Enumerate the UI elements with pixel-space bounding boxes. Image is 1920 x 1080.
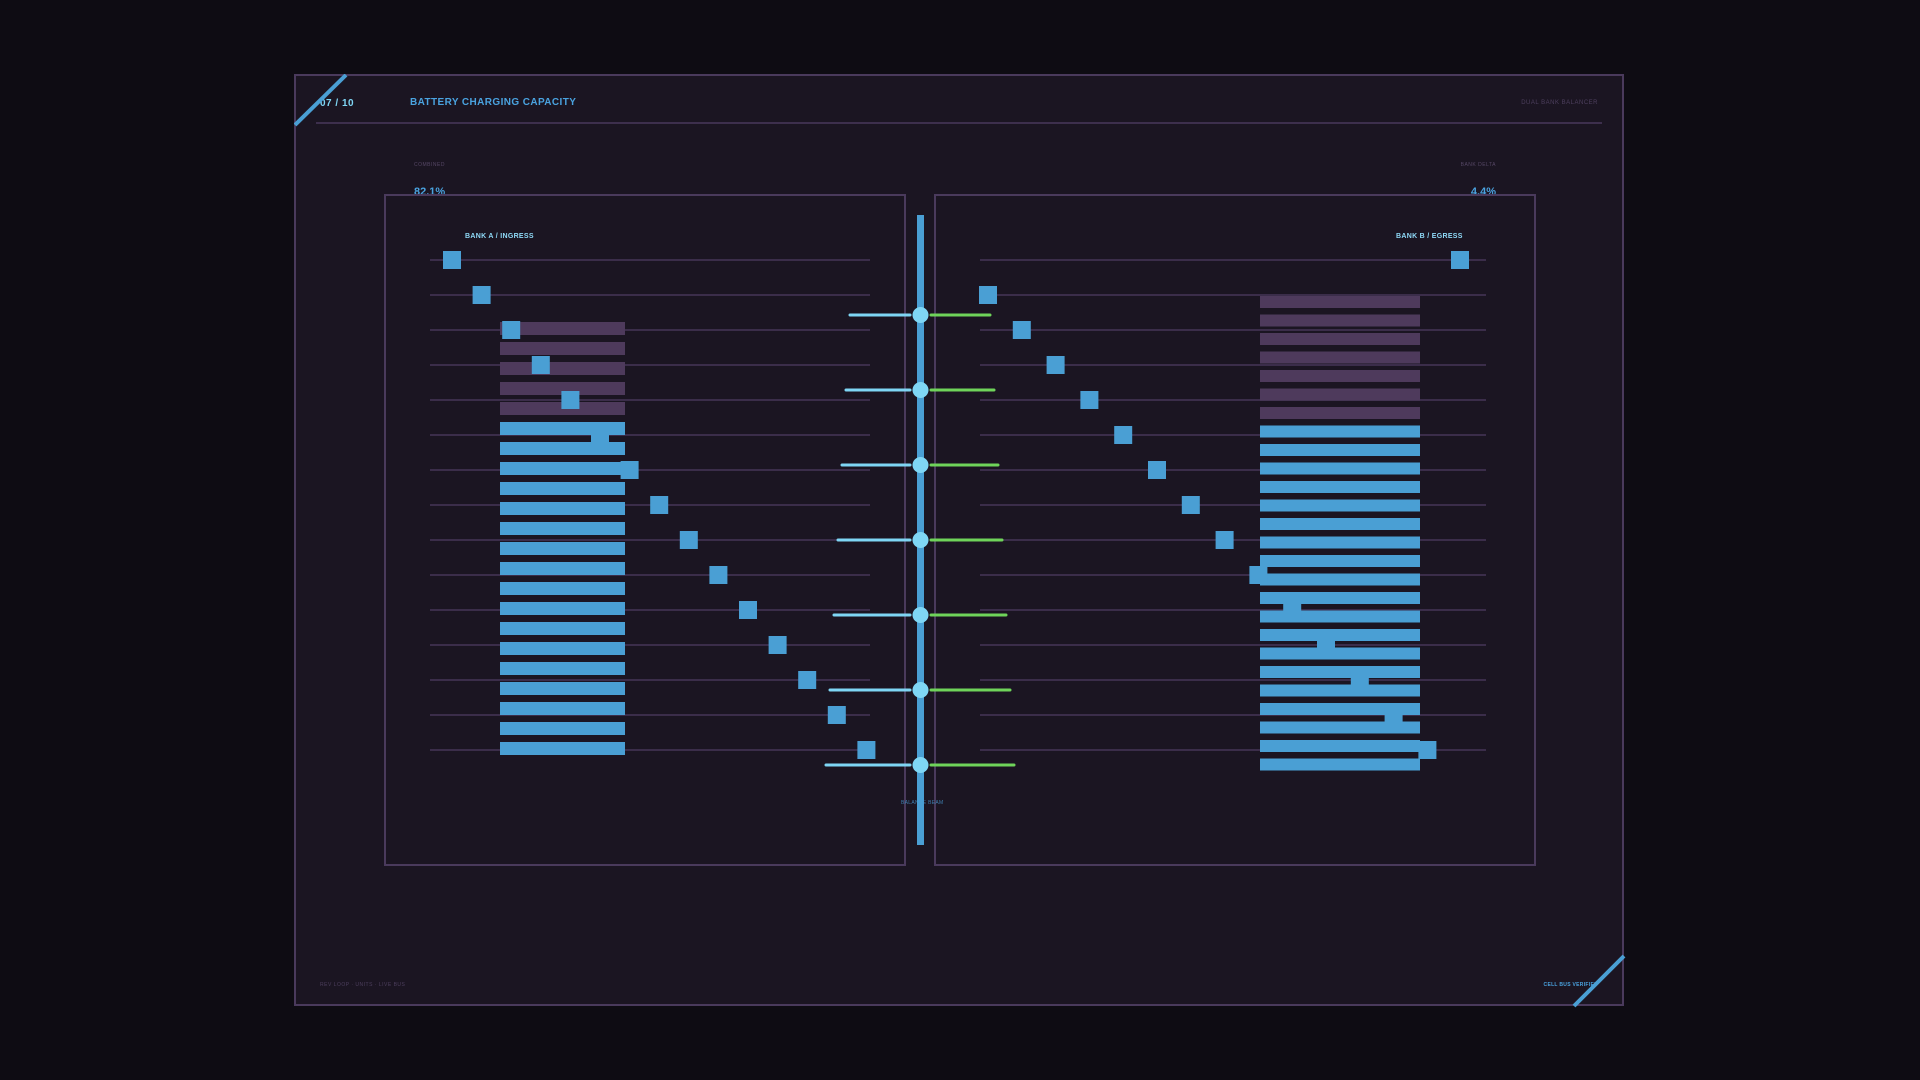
page-subtitle: DUAL BANK BALANCER xyxy=(1521,100,1598,106)
balance-beam-bar xyxy=(917,215,924,845)
bank-a-cell-charged xyxy=(500,562,625,575)
bank-b-cell-charged xyxy=(1260,721,1420,734)
corner-accent-top-left xyxy=(294,74,348,127)
bank-a-cell-charged xyxy=(500,702,625,715)
bank-a-cell-charged xyxy=(500,542,625,555)
bank-b-marker xyxy=(1283,601,1302,619)
bank-a-marker xyxy=(561,391,580,409)
bank-b-marker xyxy=(1114,426,1133,444)
bank-a-panel xyxy=(384,194,906,866)
bank-a-cell-empty xyxy=(500,382,625,395)
bank-b-cell-charged xyxy=(1260,425,1420,438)
bank-a-cell-empty xyxy=(500,362,625,375)
bank-b-cell-charged xyxy=(1260,536,1420,549)
bank-a-cell-charged xyxy=(500,522,625,535)
footer-status: CELL BUS VERIFIED xyxy=(1543,982,1598,988)
bank-a-label: BANK A / INGRESS xyxy=(465,233,534,240)
bank-a-marker xyxy=(739,601,757,619)
bank-a-marker xyxy=(502,321,521,339)
bank-a-marker xyxy=(709,566,728,584)
bank-a-marker xyxy=(798,671,817,689)
bank-a-cell-charged xyxy=(500,462,625,475)
bank-a-marker xyxy=(679,531,698,549)
bank-a-cell-empty xyxy=(500,322,625,335)
bank-b-marker xyxy=(1451,251,1469,269)
beam-node xyxy=(912,382,929,398)
bank-a-marker xyxy=(531,356,550,374)
bank-b-cell-charged xyxy=(1260,518,1420,530)
bank-b-cell-charged xyxy=(1260,499,1420,512)
header-divider xyxy=(316,122,1602,124)
bank-a-cell-charged xyxy=(500,662,625,675)
bank-a-marker xyxy=(472,286,491,304)
bank-b-cell-empty xyxy=(1260,388,1420,401)
bank-a-cell-charged xyxy=(500,482,625,495)
bank-b-marker xyxy=(1080,391,1099,409)
bank-b-cell-charged xyxy=(1260,444,1420,456)
bank-a-cell-charged xyxy=(500,722,625,735)
bank-b-cell-empty xyxy=(1260,314,1420,327)
footer-meta: REV LOOP · UNITS · LIVE BUS xyxy=(320,982,406,988)
bank-b-cell-charged xyxy=(1260,758,1420,771)
beam-node xyxy=(912,532,929,548)
bank-b-cell-charged xyxy=(1260,703,1420,715)
bank-b-marker xyxy=(1148,461,1166,479)
bank-a-cell-charged xyxy=(500,642,625,655)
bank-b-cell-charged xyxy=(1260,481,1420,493)
bank-a-cell-charged xyxy=(500,602,625,615)
bank-b-marker xyxy=(1384,706,1403,724)
bank-b-marker xyxy=(1249,566,1268,584)
page-counter: 07 / 10 xyxy=(320,98,355,109)
bank-b-marker xyxy=(979,286,997,304)
bank-b-marker xyxy=(1046,356,1065,374)
bank-a-marker xyxy=(591,426,609,444)
bank-b-cell-charged xyxy=(1260,666,1420,678)
bank-a-marker xyxy=(768,636,787,654)
bank-a-cell-empty xyxy=(500,342,625,355)
bank-b-marker xyxy=(1317,636,1335,654)
beam-node xyxy=(912,682,929,698)
bank-b-cell-empty xyxy=(1260,351,1420,364)
bank-b-cell-charged xyxy=(1260,647,1420,660)
bank-a-cell-charged xyxy=(500,682,625,695)
bank-a-marker xyxy=(620,461,639,479)
bank-a-cell-charged xyxy=(500,742,625,755)
bank-b-cell-charged xyxy=(1260,684,1420,697)
bank-b-cell-empty xyxy=(1260,370,1420,382)
bank-a-cell-charged xyxy=(500,502,625,515)
bank-b-cell-charged xyxy=(1260,740,1420,752)
bank-b-marker xyxy=(1418,741,1437,759)
bank-b-cell-charged xyxy=(1260,629,1420,641)
bank-b-cell-charged xyxy=(1260,555,1420,567)
bank-a-cell-charged xyxy=(500,442,625,455)
beam-node xyxy=(912,757,929,773)
bank-a-marker xyxy=(827,706,846,724)
bank-a-marker xyxy=(650,496,669,514)
beam-node xyxy=(912,457,929,473)
page-title: BATTERY CHARGING CAPACITY xyxy=(410,97,577,108)
bank-b-marker xyxy=(1350,671,1369,689)
bank-b-panel xyxy=(934,194,1536,866)
bank-a-cell-charged xyxy=(500,622,625,635)
bank-b-marker xyxy=(1012,321,1031,339)
bank-b-cell-empty xyxy=(1260,296,1420,308)
bank-b-label: BANK B / EGRESS xyxy=(1396,233,1463,240)
bank-delta-label: BANK DELTA xyxy=(1460,162,1496,168)
beam-node xyxy=(912,607,929,623)
bank-a-cell-charged xyxy=(500,582,625,595)
bank-b-cell-charged xyxy=(1260,462,1420,475)
combined-label: COMBINED xyxy=(414,162,445,168)
bank-a-marker xyxy=(857,741,876,759)
bank-b-cell-empty xyxy=(1260,333,1420,345)
corner-accent-bottom-right xyxy=(1572,954,1626,1008)
bank-b-cell-empty xyxy=(1260,407,1420,419)
bank-a-marker xyxy=(443,251,461,269)
beam-node xyxy=(912,307,929,323)
bank-b-marker xyxy=(1215,531,1234,549)
bank-b-cell-charged xyxy=(1260,573,1420,586)
bank-b-marker xyxy=(1181,496,1200,514)
